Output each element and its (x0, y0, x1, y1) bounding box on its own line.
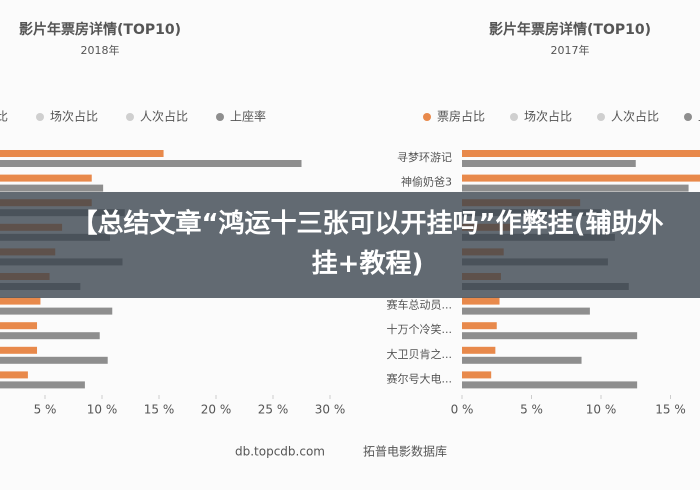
bar (462, 150, 700, 157)
category-label: 大卫贝肯之... (387, 347, 453, 361)
bar (0, 174, 92, 182)
legend-label: 场次占比 (50, 109, 98, 124)
legend-label: 场次占比 (524, 109, 572, 124)
legend-label: 上座率 (698, 109, 700, 124)
bar (462, 184, 689, 192)
footer-source: 拓普电影数据库 (363, 444, 447, 459)
bar (0, 346, 38, 354)
x-tick-label: 25 % (258, 403, 289, 417)
legend-marker (597, 113, 605, 121)
bar (462, 356, 582, 364)
bar (0, 332, 100, 340)
legend-marker (216, 113, 224, 121)
bar (462, 322, 497, 330)
x-tick-label: 20 % (201, 403, 232, 417)
legend-marker (126, 113, 134, 121)
category-label: 寻梦环游记 (397, 151, 452, 164)
x-tick-label: 0 % (451, 403, 474, 417)
bar (462, 346, 496, 354)
x-tick-label: 5 % (520, 403, 543, 417)
legend-label: 人次占比 (140, 109, 188, 124)
legend-label: 票房占比 (0, 109, 8, 124)
category-label: 赛车总动员... (387, 298, 453, 312)
banner-text: 【总结文章“鸿运十三张可以开挂吗”作弊挂(辅助外挂+教程) (71, 209, 664, 279)
banner: 【总结文章“鸿运十三张可以开挂吗”作弊挂(辅助外挂+教程) (0, 192, 700, 298)
x-tick-label: 5 % (34, 403, 57, 417)
bar (462, 332, 638, 340)
bar (462, 381, 638, 389)
bar (0, 150, 164, 157)
bar (0, 381, 85, 389)
category-label: 赛尔号大电... (387, 371, 453, 385)
bar (0, 297, 41, 305)
bar (0, 160, 302, 167)
category-label: 十万个冷笑... (387, 322, 453, 336)
chart-title: 影片年票房详情(TOP10) (19, 21, 181, 38)
bar (462, 160, 636, 167)
bar (0, 322, 38, 330)
category-label: 神偷奶爸3 (401, 175, 452, 189)
x-tick-label: 10 % (87, 403, 118, 417)
legend-label: 票房占比 (437, 109, 485, 124)
chart-subtitle: 2017年 (551, 43, 590, 57)
bar (0, 371, 28, 379)
x-tick-label: 30 % (315, 403, 346, 417)
legend-label: 人次占比 (611, 109, 659, 124)
x-tick-label: 10 % (586, 403, 617, 417)
legend-marker (423, 113, 431, 121)
footer-url: db.topcdb.com (235, 445, 325, 459)
bar (0, 307, 113, 315)
bar (0, 356, 108, 364)
bar (462, 297, 500, 305)
chart-title: 影片年票房详情(TOP10) (489, 21, 651, 38)
chart-subtitle: 2018年 (81, 43, 120, 57)
bar (462, 371, 492, 379)
x-tick-label: 15 % (655, 403, 686, 417)
legend-label: 上座率 (230, 109, 266, 124)
legend-marker (510, 113, 518, 121)
x-tick-label: 15 % (144, 403, 175, 417)
bar (0, 184, 104, 192)
legend-marker (36, 113, 44, 121)
bar (462, 307, 590, 315)
bar (462, 174, 700, 182)
legend-marker (684, 113, 692, 121)
